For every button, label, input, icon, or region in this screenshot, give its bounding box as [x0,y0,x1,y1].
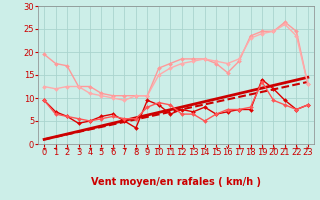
X-axis label: Vent moyen/en rafales ( km/h ): Vent moyen/en rafales ( km/h ) [91,177,261,187]
